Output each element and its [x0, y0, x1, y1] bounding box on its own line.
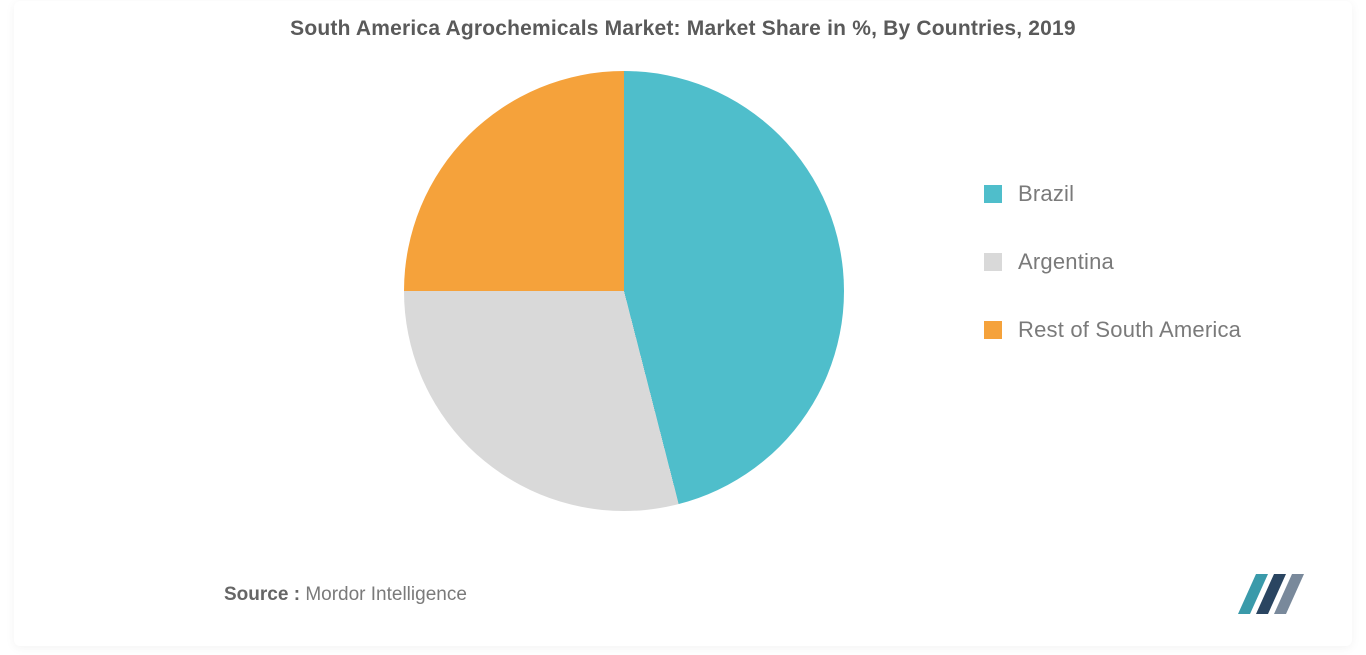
pie-chart — [404, 71, 844, 511]
legend-item: Rest of South America — [984, 317, 1304, 343]
legend-label: Brazil — [1018, 181, 1074, 207]
source-value: Mordor Intelligence — [305, 584, 467, 605]
chart-card: South America Agrochemicals Market: Mark… — [14, 1, 1352, 646]
mordor-intelligence-logo-icon — [1234, 570, 1304, 618]
source-attribution: Source : Mordor Intelligence — [224, 584, 467, 606]
chart-title: South America Agrochemicals Market: Mark… — [14, 17, 1352, 41]
legend-label: Rest of South America — [1018, 317, 1241, 343]
legend: Brazil Argentina Rest of South America — [984, 181, 1304, 385]
legend-swatch-icon — [984, 253, 1002, 271]
legend-swatch-icon — [984, 185, 1002, 203]
legend-label: Argentina — [1018, 249, 1114, 275]
source-label: Source : — [224, 584, 300, 605]
legend-item: Argentina — [984, 249, 1304, 275]
legend-swatch-icon — [984, 321, 1002, 339]
pie-chart-container — [404, 71, 844, 511]
chart-area: Brazil Argentina Rest of South America — [14, 61, 1352, 541]
legend-item: Brazil — [984, 181, 1304, 207]
